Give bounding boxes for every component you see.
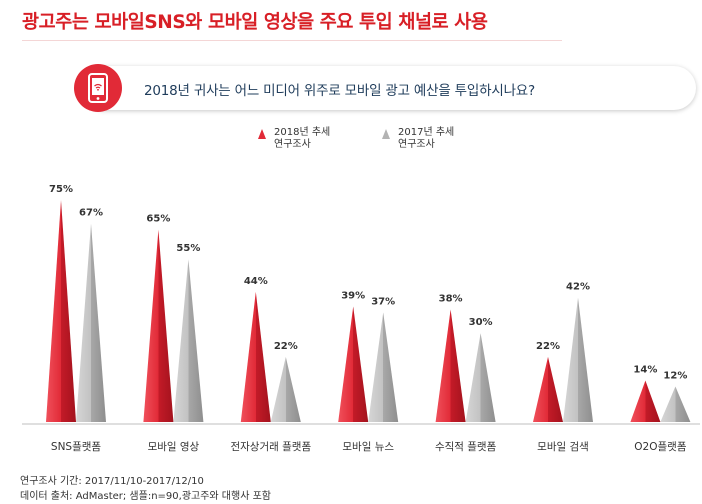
title-divider — [22, 40, 562, 41]
value-label-2018-3: 39% — [341, 291, 365, 302]
value-label-2017-3: 37% — [371, 296, 395, 307]
bar-2017-1 — [173, 259, 204, 422]
category-label-5: 모바일 검색 — [537, 440, 589, 453]
category-label-0: SNS플랫폼 — [51, 441, 102, 453]
category-label-1: 모바일 영상 — [148, 440, 200, 453]
question-banner: 2018년 귀사는 어느 미디어 위주로 모바일 광고 예산을 투입하시나요? — [84, 66, 696, 110]
value-label-2017-1: 55% — [176, 243, 200, 254]
bar-2018-4 — [435, 309, 466, 422]
legend-2018-marker — [258, 129, 266, 139]
legend-item-2018: 2018년 추세 연구조사 — [258, 127, 330, 151]
bar-2018-0 — [46, 200, 76, 422]
value-label-2017-4: 30% — [469, 317, 493, 328]
bar-2018-5 — [533, 356, 563, 422]
legend-2017-label-line1: 2017년 추세 — [398, 127, 455, 138]
bar-2018-1 — [143, 229, 174, 422]
bar-2017-2 — [270, 356, 301, 422]
value-label-2017-2: 22% — [274, 341, 298, 352]
category-label-3: 모바일 뉴스 — [342, 440, 394, 453]
value-label-2018-5: 22% — [536, 341, 560, 352]
value-label-2018-1: 65% — [146, 214, 170, 225]
bar-2017-5 — [563, 297, 593, 422]
value-label-2017-6: 12% — [663, 370, 687, 381]
bar-2017-4 — [465, 333, 496, 422]
value-label-2017-0: 67% — [79, 208, 103, 219]
bar-2017-0 — [76, 223, 106, 422]
category-label-2: 전자상거래 플랫폼 — [230, 441, 311, 453]
category-label-6: O2O플랫폼 — [634, 441, 687, 453]
category-label-4: 수직적 플랫폼 — [435, 441, 497, 453]
mobile-phone-icon — [74, 64, 122, 112]
value-label-2018-0: 75% — [49, 184, 73, 195]
bar-2018-2 — [240, 291, 271, 422]
legend-2017-label-line2: 연구조사 — [398, 139, 435, 150]
value-label-2017-5: 42% — [566, 282, 590, 293]
footer-period: 연구조사 기간: 2017/11/10-2017/12/10 — [20, 476, 204, 487]
question-text: 2018년 귀사는 어느 미디어 위주로 모바일 광고 예산을 투입하시나요? — [144, 83, 535, 99]
legend-2018-label-line1: 2018년 추세 — [274, 127, 331, 138]
legend-item-2017: 2017년 추세 연구조사 — [382, 127, 454, 151]
bar-2018-3 — [338, 306, 369, 422]
footer-source: 데이터 출처: AdMaster; 샘플:n=90,광고주와 대행사 포함 — [20, 491, 271, 502]
value-label-2018-6: 14% — [633, 365, 657, 376]
legend-2017-marker — [382, 129, 390, 139]
bar-2017-6 — [660, 386, 691, 422]
bar-2017-3 — [368, 312, 399, 422]
legend-2018-label-line2: 연구조사 — [274, 139, 311, 150]
page-title: 광고주는 모바일SNS와 모바일 영상을 주요 투입 채널로 사용 — [22, 12, 488, 33]
bar-2018-6 — [630, 380, 661, 422]
value-label-2018-2: 44% — [244, 276, 268, 287]
value-label-2018-4: 38% — [439, 294, 463, 305]
